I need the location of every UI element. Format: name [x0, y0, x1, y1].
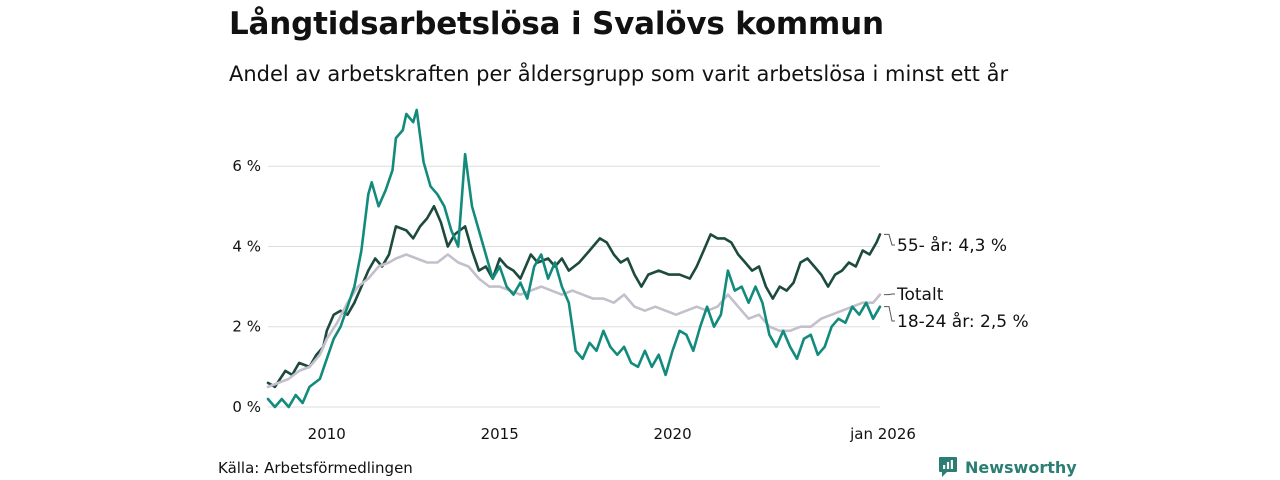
label-connector: [884, 306, 895, 322]
y-tick-label: 4 %: [232, 237, 261, 255]
series-end-label: 55- år: 4,3 %: [897, 235, 1007, 256]
series-line-18-24-r: [266, 108, 882, 409]
label-connector: [884, 293, 895, 296]
series-line-totalt: [266, 253, 882, 389]
series-line-55-r: [266, 205, 882, 389]
y-tick-label: 6 %: [232, 157, 261, 175]
brand-logo[interactable]: Newsworthy: [938, 455, 1077, 479]
x-tick-label: 2020: [653, 425, 691, 443]
chart-title: Långtidsarbetslösa i Svalövs kommun: [229, 6, 884, 42]
y-tick-label: 2 %: [232, 318, 261, 336]
x-tick-label: 2010: [308, 425, 346, 443]
label-connector: [884, 233, 895, 246]
x-tick-label: 2015: [481, 425, 519, 443]
y-tick-label: 0 %: [232, 398, 261, 416]
series-end-label: Totalt: [896, 285, 944, 305]
brand-name: Newsworthy: [965, 457, 1077, 477]
chart-subtitle: Andel av arbetskraften per åldersgrupp s…: [229, 62, 1009, 86]
x-tick-label: jan 2026: [849, 425, 916, 443]
newsworthy-logo-icon: [939, 457, 957, 477]
source-note: Källa: Arbetsförmedlingen: [218, 459, 413, 477]
series-end-label: 18-24 år: 2,5 %: [897, 311, 1029, 332]
